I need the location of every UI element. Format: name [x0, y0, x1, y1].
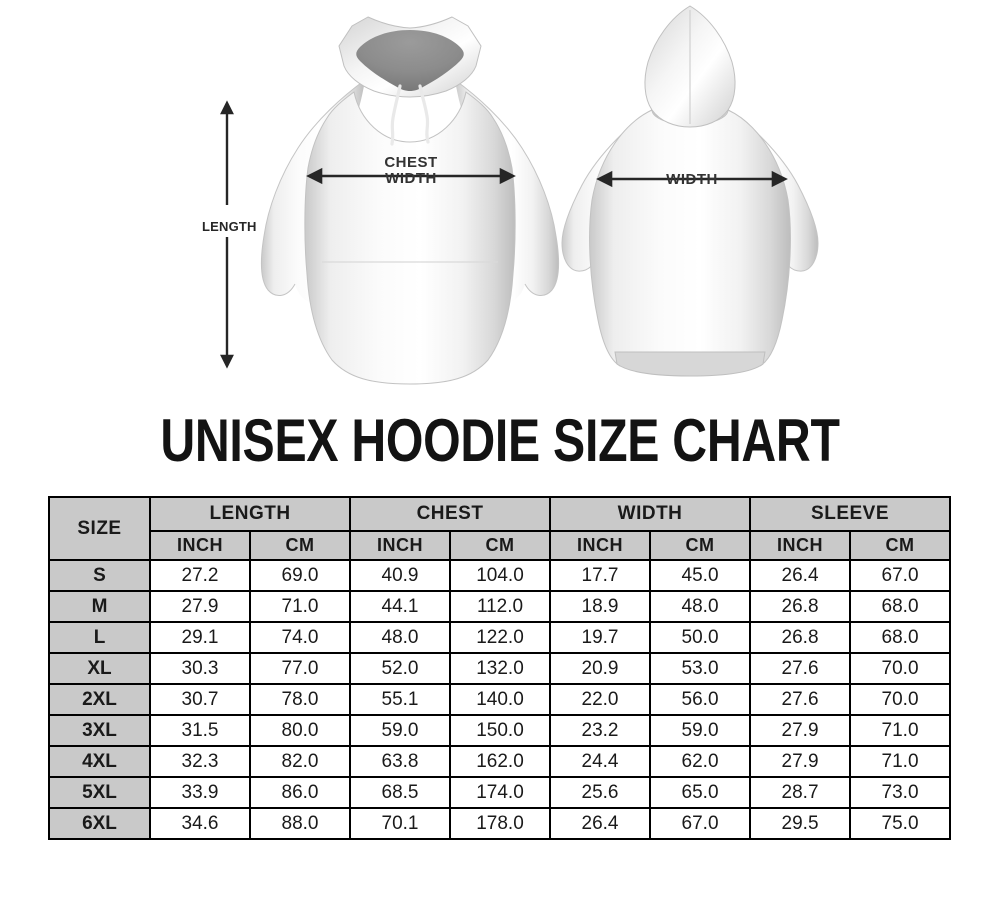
svg-text:WIDTH: WIDTH [385, 170, 437, 187]
svg-text:WIDTH: WIDTH [666, 171, 718, 188]
svg-text:CHEST: CHEST [384, 154, 437, 171]
